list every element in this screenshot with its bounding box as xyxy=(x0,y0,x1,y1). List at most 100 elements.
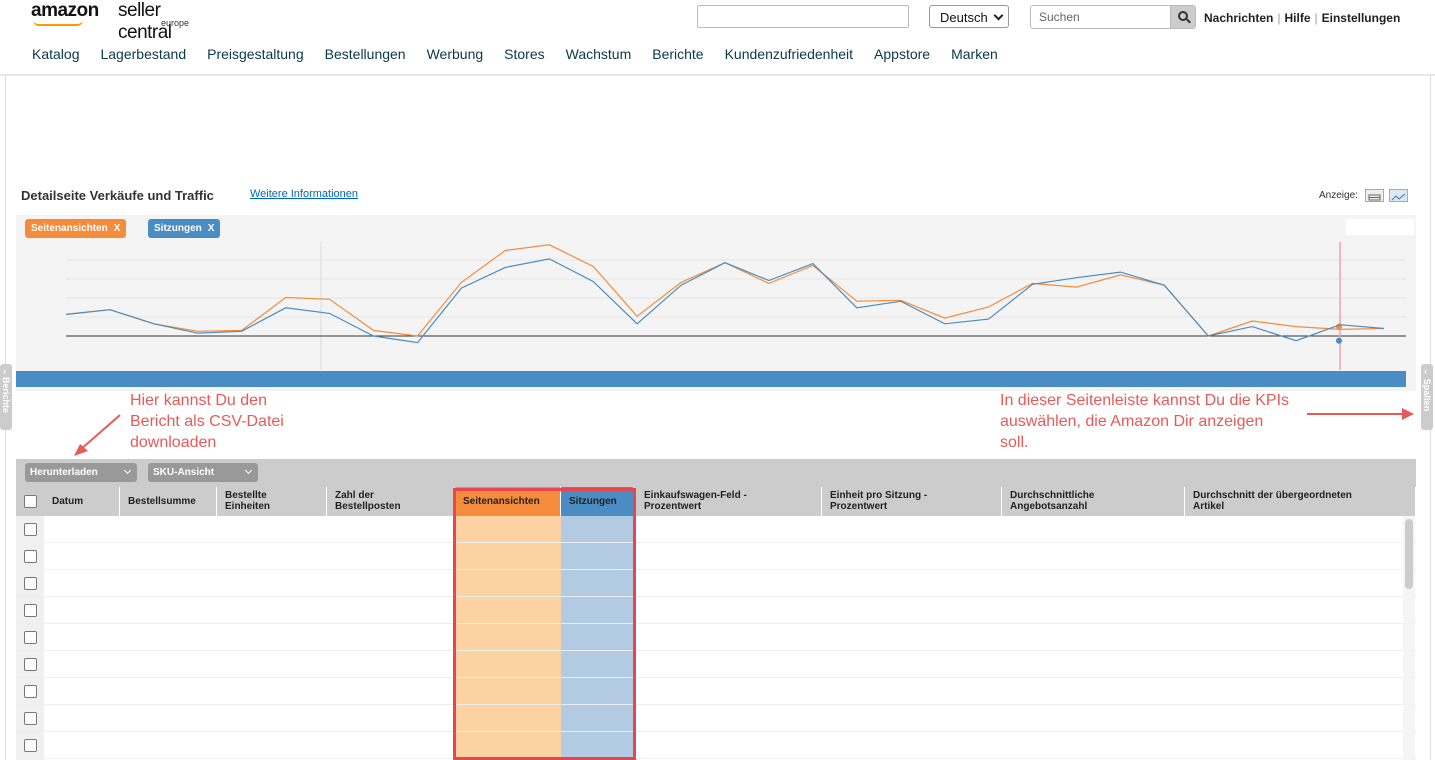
table-scrollbar[interactable] xyxy=(1403,516,1415,760)
column-header[interactable]: Zahl der Bestellposten xyxy=(327,487,455,516)
row-checkbox[interactable] xyxy=(24,604,37,617)
column-header-label: Bestellte xyxy=(225,490,267,501)
columns-side-tab[interactable]: ‹ Spalten xyxy=(1421,364,1433,430)
chip-sitzungen[interactable]: Sitzungen X xyxy=(148,219,221,238)
column-header-label: Artikel xyxy=(1193,501,1225,512)
nav-item-wachstum[interactable]: Wachstum xyxy=(565,46,632,62)
column-header[interactable]: Datum xyxy=(44,487,120,516)
row-checkbox[interactable] xyxy=(24,685,37,698)
language-select[interactable]: Deutsch xyxy=(929,5,1009,28)
series-line-seitenansichten xyxy=(65,244,1385,337)
series-line-sitzungen xyxy=(65,258,1385,344)
column-header-label: Seitenansichten xyxy=(463,496,540,507)
download-label: Herunterladen xyxy=(30,467,98,478)
chip-label: Sitzungen xyxy=(154,223,202,234)
nav-item-stores[interactable]: Stores xyxy=(504,46,545,62)
annotation-download: Hier kannst Du den Bericht als CSV-Datei… xyxy=(130,390,284,453)
nav-item-berichte[interactable]: Berichte xyxy=(652,46,704,62)
language-value: Deutsch xyxy=(940,10,988,25)
nav-item-appstore[interactable]: Appstore xyxy=(874,46,931,62)
chart-legend-box xyxy=(1346,219,1414,235)
row-checkbox[interactable] xyxy=(24,739,37,752)
row-checkbox[interactable] xyxy=(24,712,37,725)
amazon-smile-icon xyxy=(33,20,83,26)
table-row xyxy=(16,731,1416,732)
column-header-label: Datum xyxy=(52,496,84,507)
chart-view-icon[interactable] xyxy=(1389,189,1408,202)
nav-item-bestellungen[interactable]: Bestellungen xyxy=(324,46,406,62)
chart-area xyxy=(16,215,1416,391)
annotation-line: Hier kannst Du den xyxy=(130,392,267,409)
more-info-link[interactable]: Weitere Informationen xyxy=(250,188,359,200)
column-header-label: Prozentwert xyxy=(644,501,702,512)
section-title: Detailseite Verkäufe und Traffic xyxy=(21,188,214,203)
top-bar: amazon seller central europe Deutsch Suc… xyxy=(0,0,1435,43)
annotation-sidebar: In dieser Seitenleiste kannst Du die KPI… xyxy=(1000,390,1289,453)
link-settings[interactable]: Einstellungen xyxy=(1321,11,1401,25)
nav-item-lagerbestand[interactable]: Lagerbestand xyxy=(100,46,187,62)
scrollbar-thumb[interactable] xyxy=(1405,519,1413,589)
link-messages[interactable]: Nachrichten xyxy=(1204,11,1274,25)
logo-region: europe xyxy=(161,18,190,28)
nav-item-marken[interactable]: Marken xyxy=(951,46,998,62)
column-header[interactable]: Durchschnitt der übergeordneten Artikel xyxy=(1185,487,1416,516)
reports-side-tab[interactable]: › Berichte xyxy=(0,364,12,430)
select-all-checkbox[interactable] xyxy=(24,495,37,508)
column-header[interactable]: Bestellte Einheiten xyxy=(217,487,327,516)
nav-divider xyxy=(0,74,1435,76)
close-icon[interactable]: X xyxy=(113,223,121,234)
nav-item-kundenzufriedenheit[interactable]: Kundenzufriedenheit xyxy=(724,46,854,62)
view-label: Anzeige: xyxy=(1319,190,1358,201)
highlight-box xyxy=(453,488,636,760)
table-row xyxy=(16,542,1416,543)
chevron-right-icon: › xyxy=(3,366,6,376)
chevron-down-icon xyxy=(123,466,132,475)
column-header[interactable]: Einheit pro Sitzung - Prozentwert xyxy=(822,487,1002,516)
reports-tab-label: Berichte xyxy=(1,376,11,413)
row-checkbox[interactable] xyxy=(24,631,37,644)
close-icon[interactable]: X xyxy=(207,223,215,234)
chevron-down-icon xyxy=(993,10,1004,21)
row-checkbox[interactable] xyxy=(24,577,37,590)
highlight-sitzungen xyxy=(561,516,634,760)
highlight-seitenansichten xyxy=(455,516,561,760)
row-checkbox[interactable] xyxy=(24,658,37,671)
download-dropdown[interactable]: Herunterladen xyxy=(25,463,137,482)
search-input[interactable]: Suchen xyxy=(1030,5,1196,29)
logo-main: amazon xyxy=(31,0,99,21)
chip-label: Seitenansichten xyxy=(31,223,108,234)
row-checkbox[interactable] xyxy=(24,550,37,563)
chip-seitenansichten[interactable]: Seitenansichten X xyxy=(25,219,127,238)
table-header xyxy=(16,487,1416,516)
annotation-arrows xyxy=(74,408,1414,456)
logo-sub: seller central xyxy=(118,0,172,43)
column-header[interactable]: Durchschnittliche Angebotsanzahl xyxy=(1002,487,1185,516)
global-search-input[interactable] xyxy=(697,5,909,28)
nav-item-preisgestaltung[interactable]: Preisgestaltung xyxy=(207,46,304,62)
search-icon xyxy=(1178,11,1188,21)
table-row xyxy=(16,650,1416,651)
column-header-label: Angebotsanzahl xyxy=(1010,501,1088,512)
table-view-icon[interactable] xyxy=(1365,189,1384,202)
link-help[interactable]: Hilfe xyxy=(1284,11,1311,25)
table-row xyxy=(16,596,1416,597)
range-slider[interactable] xyxy=(16,371,1406,387)
table-row xyxy=(16,623,1416,624)
search-button[interactable] xyxy=(1170,6,1195,28)
table-row xyxy=(16,704,1416,705)
table-row xyxy=(16,758,1416,759)
nav-item-katalog[interactable]: Katalog xyxy=(32,46,80,62)
main-nav: Katalog Lagerbestand Preisgestaltung Bestel… xyxy=(32,46,1019,66)
annotation-line: In dieser Seitenleiste kannst Du die KPI… xyxy=(1000,392,1290,409)
arrow-head-icon xyxy=(74,444,88,456)
row-checkbox[interactable] xyxy=(24,523,37,536)
chevron-down-icon xyxy=(244,466,253,475)
column-header[interactable]: Bestellsumme xyxy=(120,487,217,516)
sku-view-dropdown[interactable]: SKU-Ansicht xyxy=(148,463,258,482)
nav-item-werbung[interactable]: Werbung xyxy=(426,46,484,62)
column-header-label: Durchschnittliche xyxy=(1010,490,1095,501)
column-header[interactable]: Sitzungen xyxy=(561,487,634,516)
seller-central-logo[interactable]: amazon seller central europe xyxy=(31,0,201,43)
column-header[interactable]: Einkaufswagen-Feld - Prozentwert xyxy=(636,487,822,516)
column-header[interactable]: Seitenansichten xyxy=(455,487,561,516)
